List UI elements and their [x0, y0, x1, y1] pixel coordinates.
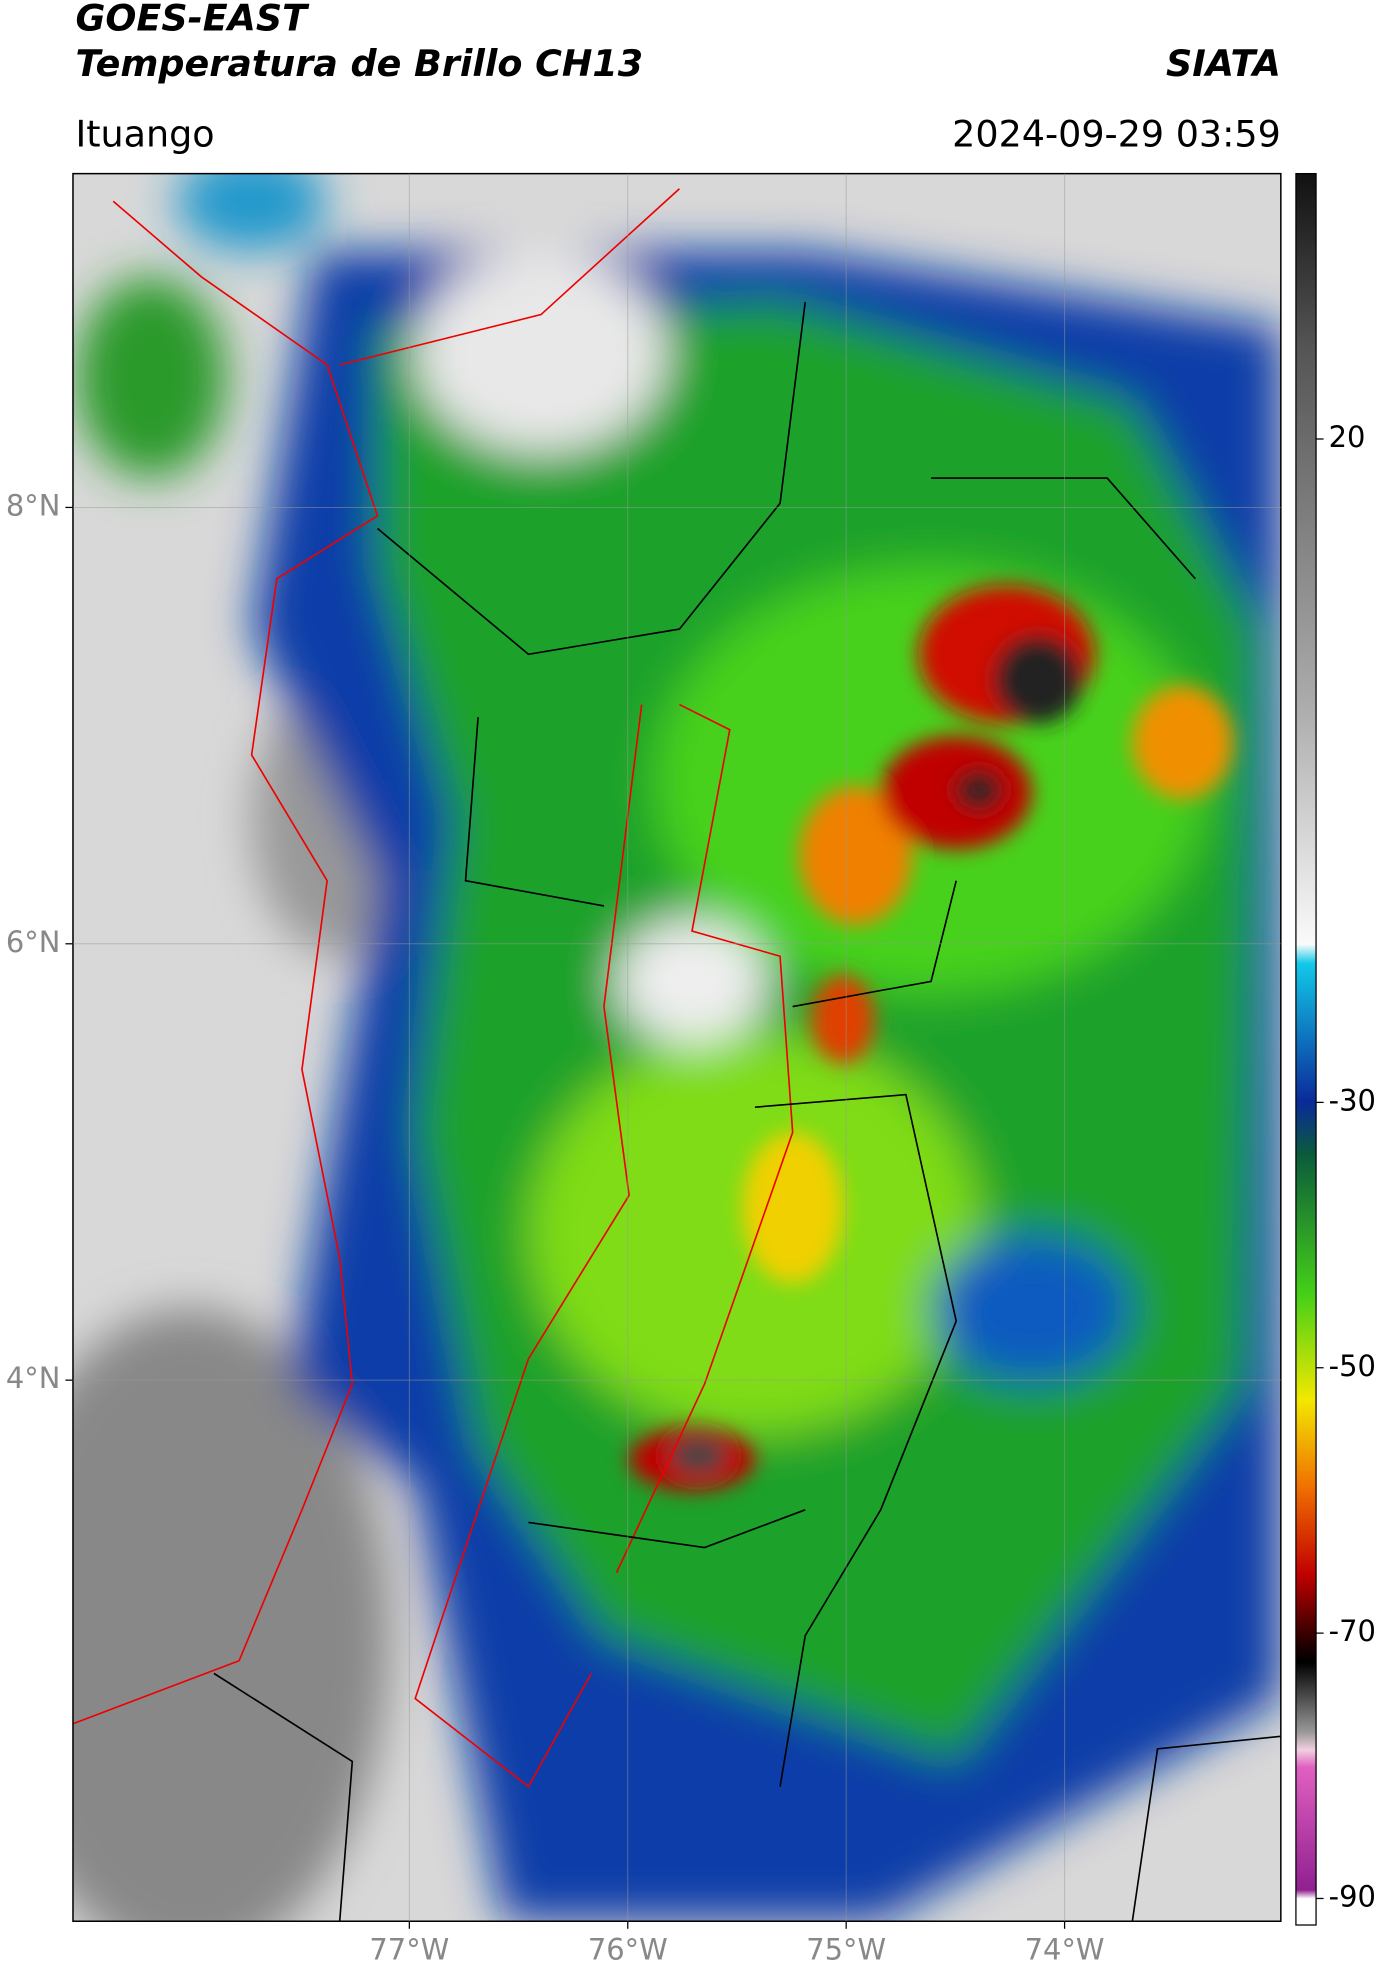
colorbar — [1295, 172, 1317, 1926]
location: Ituango — [75, 112, 214, 155]
lon-tick-label: 76°W — [588, 1932, 668, 1966]
lon-tick-label: 77°W — [369, 1932, 449, 1966]
colorbar-tick-label: -30 — [1329, 1083, 1376, 1117]
lat-tick-label: 4°N — [6, 1361, 61, 1395]
lat-tick-label: 8°N — [6, 488, 61, 522]
colorbar-tick-label: -50 — [1329, 1349, 1376, 1383]
lon-tick-label: 75°W — [806, 1932, 886, 1966]
satellite-image — [72, 173, 1281, 1922]
colorbar-tick-label: -90 — [1329, 1879, 1376, 1913]
colorbar-tick-label: 20 — [1329, 420, 1366, 454]
title: GOES-EAST — [75, 0, 310, 40]
subtitle: Temperatura de Brillo CH13 — [75, 42, 643, 85]
lon-tick-label: 74°W — [1025, 1932, 1105, 1966]
timestamp: 2024-09-29 03:59 — [952, 112, 1281, 155]
lat-tick-label: 6°N — [6, 925, 61, 959]
source: SIATA — [1166, 42, 1281, 85]
map-frame — [72, 172, 1282, 1922]
colorbar-tick-label: -70 — [1329, 1614, 1376, 1648]
